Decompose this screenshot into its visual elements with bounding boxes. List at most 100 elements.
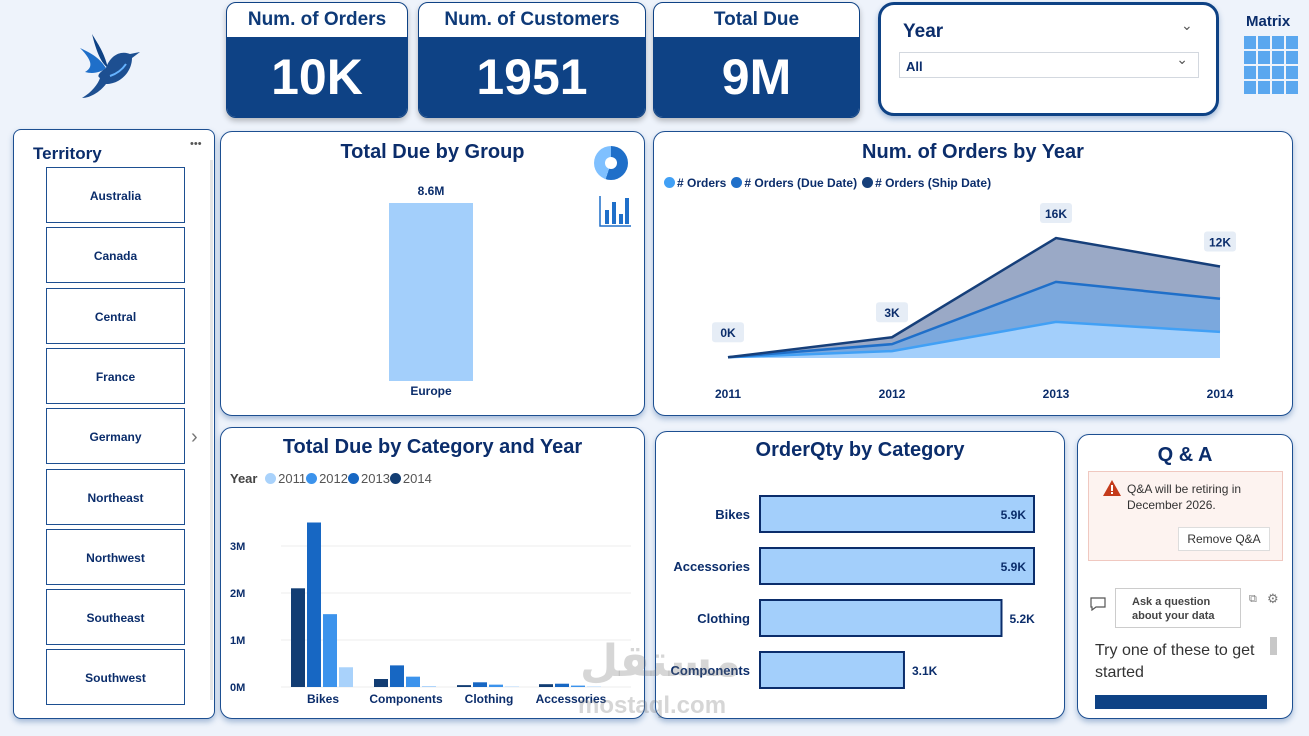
chat-icon: [1090, 597, 1106, 616]
due-by-category-year-chart: 0M 1M 2M 3M Bikes Components Clothing Accessori…: [230, 522, 631, 706]
bar-bikes-2012: [323, 614, 337, 687]
y-tick-label: Accessories: [673, 559, 750, 574]
watermark-arabic: مستقل: [580, 637, 741, 686]
year-dropdown[interactable]: All ⌄: [899, 51, 1199, 78]
more-options-icon[interactable]: •••: [190, 138, 202, 150]
due-by-category-year-legend: Year 2011 2012 2013 2014: [230, 471, 432, 486]
kpi-total-due-label: Total Due: [713, 9, 800, 30]
y-tick-label: 3M: [230, 541, 245, 553]
bar-bikes-2013: [307, 522, 321, 687]
data-label-bg: [712, 322, 744, 343]
orders-by-year-chart: 0K 3K 16K 12K 2011 2012 2013 2014: [712, 203, 1236, 401]
territory-item-northwest[interactable]: Northwest: [46, 528, 185, 585]
y-tick-label: 1M: [230, 635, 245, 647]
qa-warning-banner: Q&A will be retiring in December 2026. R…: [1088, 471, 1283, 561]
y-tick-label: 0M: [230, 682, 245, 694]
bar-bikes-2014: [291, 588, 305, 687]
data-label: 0K: [720, 326, 736, 340]
chevron-down-icon: ⌄: [1176, 51, 1188, 67]
scrollbar[interactable]: [210, 160, 213, 700]
data-label-bg: [876, 302, 908, 323]
qa-card: Q & A Q&A will be retiring in December 2…: [1077, 434, 1293, 719]
total-due-by-group-card: Total Due by Group 8.6M Europe: [220, 131, 645, 416]
bar-clothing-2012: [489, 684, 503, 687]
kpi-customers-label: Num. of Customers: [444, 9, 620, 30]
bar-bikes: [759, 495, 1035, 533]
x-tick-label: Accessories: [536, 692, 607, 706]
matrix-grid-icon[interactable]: [1244, 36, 1298, 94]
x-tick-label: 2014: [1207, 387, 1234, 401]
bar-clothing-2014: [457, 685, 471, 687]
data-label: 3.1K: [912, 664, 938, 678]
x-tick-label: Bikes: [307, 692, 339, 706]
remove-qa-button[interactable]: Remove Q&A: [1178, 527, 1270, 551]
data-label: 16K: [1045, 207, 1067, 221]
chevron-down-icon[interactable]: ⌄: [1181, 17, 1193, 33]
orders-by-year-title: Num. of Orders by Year: [862, 141, 1084, 163]
kpi-orders-value: 10K: [227, 37, 407, 117]
territory-item-southeast[interactable]: Southeast: [46, 589, 185, 646]
territory-item-australia[interactable]: Australia: [46, 167, 185, 223]
data-label: 5.9K: [1001, 508, 1027, 522]
x-tick-label: 2012: [879, 387, 906, 401]
territory-item-northeast[interactable]: Northeast: [46, 468, 185, 525]
y-tick-label: Clothing: [697, 611, 750, 626]
kpi-orders-label: Num. of Orders: [247, 9, 387, 30]
data-label-bg: [1040, 203, 1072, 223]
qa-warning-text: Q&A will be retiring in December 2026.: [1127, 482, 1242, 512]
bar-components-2012: [406, 676, 420, 687]
due-by-category-year-card: Total Due by Category and Year Year 2011…: [220, 427, 645, 719]
kpi-customers-value: 1951: [419, 37, 645, 117]
territory-item-france[interactable]: France: [46, 347, 185, 404]
orderqty-by-category-card: OrderQty by Category Bikes 5.9K Accessorie…: [655, 431, 1065, 719]
suggestion-bar[interactable]: [1095, 695, 1267, 709]
pie-chart-icon[interactable]: [594, 146, 628, 180]
series-line: [727, 320, 1221, 359]
y-tick-label: 2M: [230, 588, 245, 600]
bar-europe: [389, 203, 473, 381]
territory-item-southwest[interactable]: Southwest: [46, 649, 185, 706]
bar-accessories-2013: [555, 683, 569, 687]
territory-item-central[interactable]: Central: [46, 287, 185, 344]
orders-by-year-card: Num. of Orders by Year # Orders # Orders …: [653, 131, 1293, 416]
territory-title: Territory: [33, 144, 102, 163]
territory-item-germany[interactable]: Germany: [46, 408, 185, 465]
year-dropdown-value: All: [906, 59, 923, 74]
y-tick-label: Components: [671, 663, 750, 678]
chevron-right-icon[interactable]: ›: [191, 426, 198, 448]
data-label: 8.6M: [418, 184, 445, 198]
legend-item: # Orders (Due Date): [731, 176, 857, 190]
data-label: 5.9K: [1001, 560, 1027, 574]
bar-chart-icon[interactable]: [597, 194, 633, 235]
legend-item: 2011: [265, 471, 306, 486]
legend-item: 2012: [306, 471, 348, 486]
territory-item-canada[interactable]: Canada: [46, 227, 185, 284]
bar-clothing-2013: [473, 682, 487, 687]
gear-icon[interactable]: ⚙: [1267, 591, 1279, 606]
data-label: 5.2K: [1009, 612, 1035, 626]
orders-by-year-legend: # Orders # Orders (Due Date) # Orders (Shi…: [664, 176, 996, 190]
scrollbar[interactable]: [1270, 637, 1277, 655]
due-by-category-year-title: Total Due by Category and Year: [282, 436, 583, 458]
legend-item: 2013: [348, 471, 390, 486]
orderqty-by-category-chart: Bikes 5.9K Accessories 5.9K Clothing 5.2K Comp…: [671, 495, 1035, 689]
data-label: 12K: [1209, 235, 1231, 249]
matrix-label: Matrix: [1246, 13, 1291, 30]
copy-icon[interactable]: ⧉: [1249, 593, 1257, 605]
bar-accessories-2014: [539, 684, 553, 687]
watermark-latin: mostaql.com: [578, 692, 727, 719]
year-slicer: Year ⌄ All ⌄: [878, 2, 1219, 116]
total-due-by-group-chart: 8.6M Europe: [389, 184, 473, 398]
legend-title: Year: [230, 471, 258, 486]
bar-accessories: [759, 547, 1035, 585]
bar-clothing: [759, 599, 1003, 637]
company-logo: [70, 28, 146, 104]
x-tick-label: 2013: [1043, 387, 1070, 401]
kpi-orders: Num. of Orders 10K: [226, 2, 408, 118]
x-tick-label: Europe: [410, 384, 452, 398]
year-slicer-title: Year: [903, 21, 944, 42]
ask-question-input[interactable]: Ask a question about your data: [1115, 588, 1241, 628]
kpi-customers: Num. of Customers 1951: [418, 2, 646, 118]
legend-item: 2014: [389, 471, 432, 486]
area-0: [728, 321, 1220, 358]
